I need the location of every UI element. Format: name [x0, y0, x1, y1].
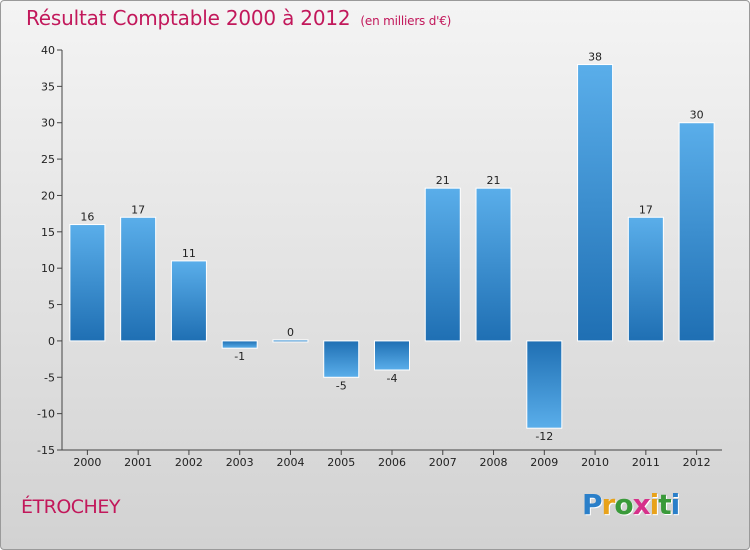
x-tick-label: 2010	[581, 456, 609, 469]
x-tick-label: 2012	[683, 456, 711, 469]
y-tick-label: 20	[41, 189, 55, 202]
x-tick-label: 2000	[73, 456, 101, 469]
data-label: 30	[690, 109, 704, 122]
data-label: 17	[639, 203, 653, 216]
data-label: -12	[535, 430, 553, 443]
bar	[475, 187, 512, 342]
data-label: 0	[287, 326, 294, 339]
data-label: 17	[131, 203, 145, 216]
y-tick-label: 40	[41, 44, 55, 57]
bar	[323, 340, 360, 378]
bar	[424, 187, 461, 342]
data-label: -4	[387, 372, 398, 385]
x-tick-label: 2011	[632, 456, 660, 469]
data-label: 16	[80, 211, 94, 224]
x-tick-label: 2001	[124, 456, 152, 469]
y-tick-label: 5	[48, 299, 55, 312]
bar	[526, 340, 563, 429]
y-tick-label: 10	[41, 262, 55, 275]
bar	[69, 224, 106, 342]
x-tick-label: 2007	[429, 456, 457, 469]
chart-title: Résultat Comptable 2000 à 2012 (en millie…	[26, 6, 451, 30]
y-tick-label: 35	[41, 80, 55, 93]
data-label: 38	[588, 51, 602, 64]
data-label: -5	[336, 379, 347, 392]
logo-letter: i	[670, 488, 681, 521]
y-tick-label: -15	[37, 444, 55, 457]
bar	[678, 122, 715, 342]
logo-letter: i	[649, 488, 660, 521]
x-tick-label: 2008	[480, 456, 508, 469]
x-tick-label: 2002	[175, 456, 203, 469]
x-tick-label: 2004	[276, 456, 304, 469]
x-tick-label: 2006	[378, 456, 406, 469]
chart-title-text: Résultat Comptable 2000 à 2012	[26, 6, 351, 30]
logo-letter: t	[658, 488, 671, 521]
bar	[272, 339, 309, 343]
commune-name: ÉTROCHEY	[21, 496, 120, 518]
x-tick-label: 2005	[327, 456, 355, 469]
logo-letter: x	[632, 488, 651, 521]
y-tick-label: 0	[48, 335, 55, 348]
data-label: 21	[436, 174, 450, 187]
data-label: 11	[182, 247, 196, 260]
bar	[221, 340, 258, 349]
data-label: 21	[487, 174, 501, 187]
logo-letter: P	[582, 488, 603, 521]
bar	[627, 216, 664, 342]
y-tick-label: 30	[41, 117, 55, 130]
bar	[170, 260, 207, 342]
y-tick-label: 15	[41, 226, 55, 239]
y-tick-label: 25	[41, 153, 55, 166]
proxiti-logo: Proxiti	[582, 488, 681, 521]
bar	[577, 64, 614, 342]
logo-letter: o	[614, 488, 633, 521]
logo-letter: r	[601, 488, 616, 521]
y-tick-label: -5	[44, 371, 55, 384]
y-tick-label: -10	[37, 408, 55, 421]
bar	[374, 340, 410, 371]
bar	[120, 216, 157, 342]
x-tick-label: 2003	[226, 456, 254, 469]
data-label: -1	[234, 350, 245, 363]
x-tick-label: 2009	[530, 456, 558, 469]
chart-subtitle: (en milliers d'€)	[360, 14, 452, 28]
